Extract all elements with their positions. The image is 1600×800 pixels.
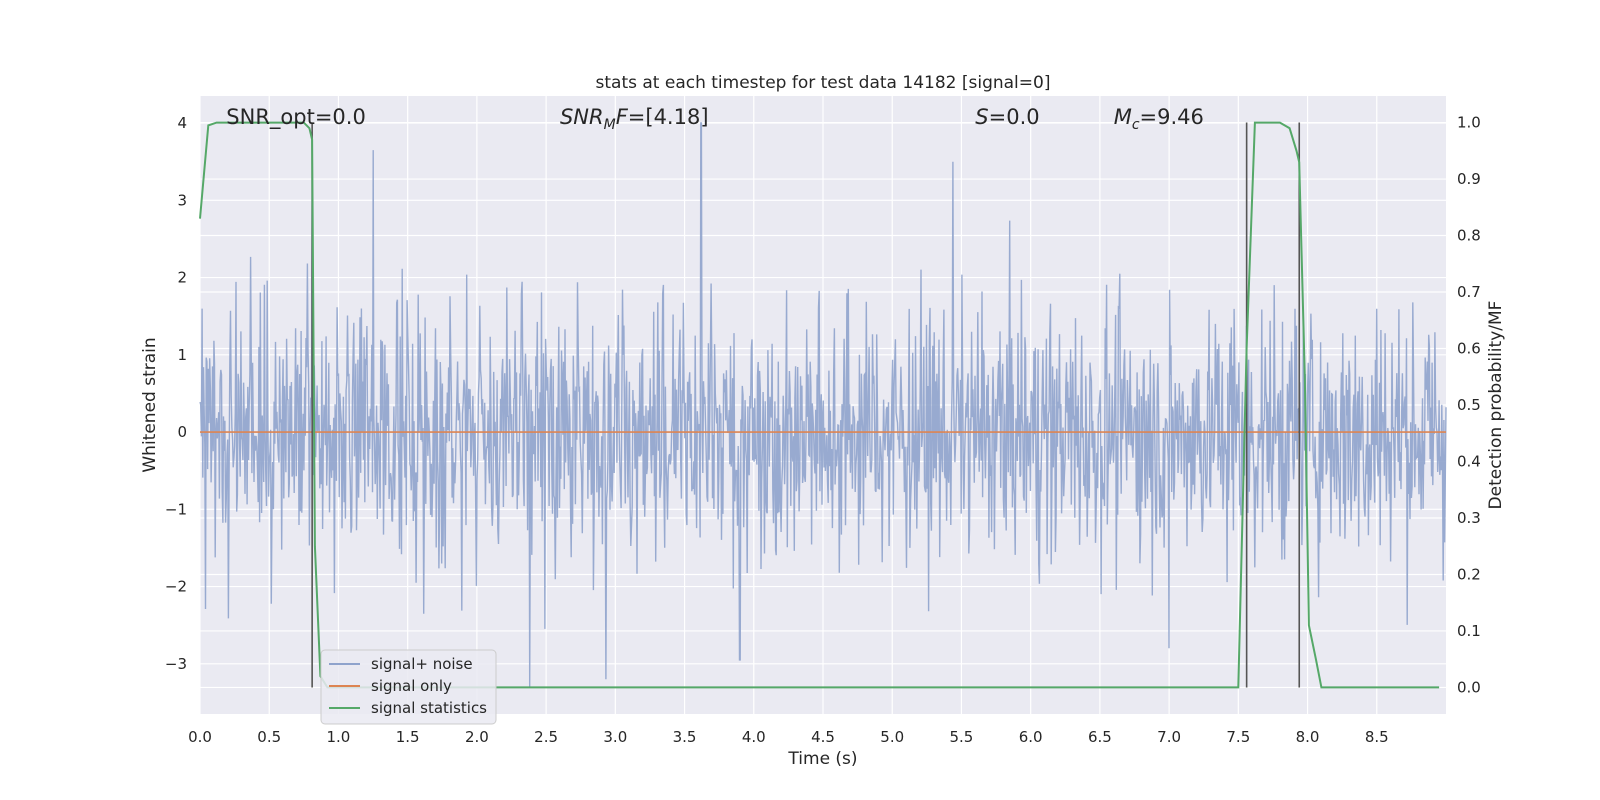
y-tick-label: 4 (177, 114, 187, 132)
annotation-snr-mf-symbol: SNR (560, 105, 604, 129)
y-axis-label: Whitened strain (140, 337, 160, 472)
x-tick-label: 2.0 (465, 728, 489, 746)
y2-tick-label: 0.5 (1457, 396, 1481, 414)
y2-tick-label: 0.7 (1457, 283, 1481, 301)
legend-label-signal-only: signal only (371, 677, 452, 695)
annotation-s-stat-symbol: S (975, 105, 988, 129)
y2-tick-label: 0.8 (1457, 227, 1481, 245)
y2-tick-label: 1.0 (1457, 114, 1481, 132)
x-tick-label: 0.0 (188, 728, 212, 746)
annotation-s-stat-value: =0.0 (989, 105, 1040, 129)
annotation-mc-subscript: c (1132, 117, 1140, 133)
annotations: SNR_opt=0.0 SNRMF=[4.18] S=0.0 Mc=9.46 (226, 105, 1204, 133)
x-tick-label: 8.0 (1296, 728, 1320, 746)
legend-box (320, 649, 497, 725)
series-signal-statistics (199, 121, 1440, 689)
annotation-snr-mf-value: F=[4.18] (616, 105, 709, 129)
legend-label-signal-statistics: signal statistics (371, 699, 487, 717)
y2-tick-label: 0.1 (1457, 622, 1481, 640)
x-tick-label: 4.0 (742, 728, 766, 746)
x-tick-label: 4.5 (811, 728, 835, 746)
x-tick-label: 3.0 (603, 728, 627, 746)
legend-label-signal-noise: signal+ noise (371, 655, 473, 673)
annotation-mc-value: =9.46 (1140, 105, 1204, 129)
chart-title: stats at each timestep for test data 141… (596, 73, 1051, 93)
x-tick-label: 0.5 (257, 728, 281, 746)
y-tick-label: 1 (177, 346, 187, 364)
y2-tick-label: 0.0 (1457, 678, 1481, 696)
annotation-mc: Mc=9.46 (1114, 105, 1204, 133)
y-tick-label: −3 (165, 655, 187, 673)
y2-tick-label: 0.2 (1457, 565, 1481, 583)
annotation-mc-symbol: M (1114, 105, 1132, 129)
y2-tick-label: 0.3 (1457, 509, 1481, 527)
y-tick-label: 0 (177, 423, 187, 441)
y-tick-label: −1 (165, 500, 187, 518)
legend: signal+ noise signal only signal statist… (320, 649, 497, 725)
x-tick-label: 7.0 (1157, 728, 1181, 746)
tick-labels: 0.0 0.5 1.0 1.5 2.0 2.5 3.0 3.5 4.0 4.5 5.0 5.5 6.0 6… (165, 114, 1481, 746)
x-tick-label: 2.5 (534, 728, 558, 746)
x-tick-label: 6.5 (1088, 728, 1112, 746)
x-tick-label: 5.5 (950, 728, 974, 746)
annotation-snr-opt: SNR_opt=0.0 (226, 105, 366, 130)
y-tick-label: 2 (177, 269, 187, 287)
x-tick-label: 1.5 (396, 728, 420, 746)
x-tick-label: 5.0 (880, 728, 904, 746)
y2-tick-label: 0.6 (1457, 340, 1481, 358)
annotation-snr-mf: SNRMF=[4.18] (560, 105, 709, 133)
y-tick-label: 3 (177, 191, 187, 209)
x-tick-label: 8.5 (1365, 728, 1389, 746)
y-tick-label: −2 (165, 578, 187, 596)
series-signal-noise (199, 122, 1447, 688)
x-tick-label: 3.5 (673, 728, 697, 746)
y2-axis-label: Detection probability/MF (1486, 301, 1506, 510)
annotation-snr-mf-subscript: M (604, 117, 616, 133)
series-layer (199, 121, 1447, 689)
x-tick-label: 7.5 (1226, 728, 1250, 746)
y2-tick-label: 0.4 (1457, 452, 1481, 470)
x-axis-label: Time (s) (787, 749, 857, 769)
annotation-s-stat: S=0.0 (975, 105, 1039, 129)
y2-tick-label: 0.9 (1457, 170, 1481, 188)
x-tick-label: 1.0 (327, 728, 351, 746)
x-tick-label: 6.0 (1019, 728, 1043, 746)
